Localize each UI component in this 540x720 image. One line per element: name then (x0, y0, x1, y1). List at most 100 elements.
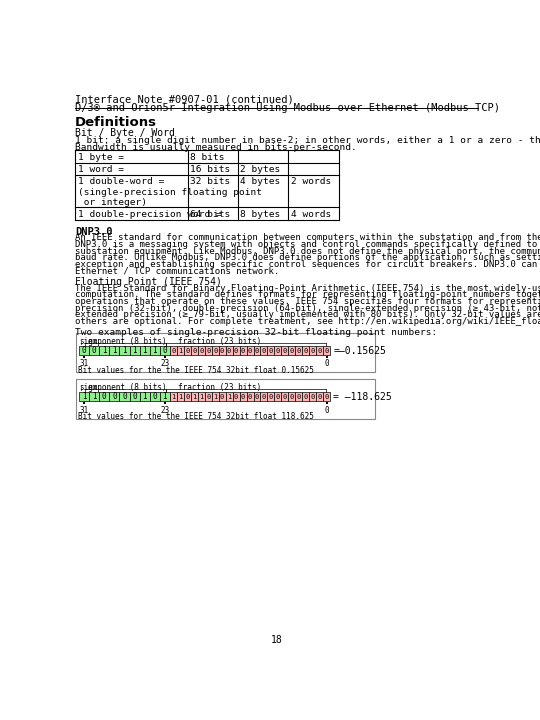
Text: exponent (8 bits): exponent (8 bits) (89, 337, 167, 346)
Text: computation. The standard defines formats for representing floating-point number: computation. The standard defines format… (75, 290, 540, 300)
Text: 0: 0 (310, 394, 315, 400)
Text: 0: 0 (296, 394, 301, 400)
Bar (274, 392, 281, 401)
Text: precision (32-bit), double-precision (64-bit), single-extended precision (≥ 43-b: precision (32-bit), double-precision (64… (75, 304, 540, 312)
Text: 0: 0 (171, 348, 176, 354)
Text: 1: 1 (143, 392, 147, 401)
Bar (119, 392, 130, 401)
Text: 1: 1 (92, 392, 97, 401)
Text: 0: 0 (325, 348, 329, 354)
Bar (205, 346, 212, 355)
Bar (316, 392, 323, 401)
Text: = –118.625: = –118.625 (333, 392, 392, 402)
Bar (288, 346, 295, 355)
Text: 64 bits: 64 bits (190, 210, 230, 219)
Text: 1 double-precision word =: 1 double-precision word = (78, 210, 221, 219)
Text: 0: 0 (303, 348, 308, 354)
Text: 0: 0 (227, 348, 231, 354)
Text: 0: 0 (241, 348, 245, 354)
Text: 1: 1 (122, 346, 127, 355)
Bar (160, 392, 170, 401)
Text: 0: 0 (325, 405, 329, 415)
Bar (76, 333, 375, 372)
Bar (79, 392, 89, 401)
Bar (233, 346, 240, 355)
Text: 0: 0 (220, 348, 224, 354)
Text: 1: 1 (82, 392, 86, 401)
Text: 0: 0 (325, 394, 329, 400)
Text: 0: 0 (206, 348, 210, 354)
Bar (150, 392, 160, 401)
Text: DNP3.0 is a messaging system with objects and control commands specifically defi: DNP3.0 is a messaging system with object… (75, 240, 540, 249)
Text: 4 bytes: 4 bytes (240, 177, 281, 186)
Text: 23: 23 (160, 405, 170, 415)
Text: DNP3.0: DNP3.0 (75, 227, 113, 237)
Bar (240, 346, 247, 355)
Bar (253, 392, 260, 401)
Bar (177, 392, 184, 401)
Text: 0: 0 (92, 346, 97, 355)
Text: 1: 1 (163, 392, 167, 401)
Text: 0: 0 (234, 394, 238, 400)
Text: The IEEE Standard for Binary Floating-Point Arithmetic (IEEE 754) is the most wi: The IEEE Standard for Binary Floating-Po… (75, 284, 540, 293)
Bar (191, 392, 198, 401)
Text: Bandwidth is usually measured in bits-per-second.: Bandwidth is usually measured in bits-pe… (75, 143, 357, 152)
Bar (191, 346, 198, 355)
Text: 0: 0 (132, 392, 137, 401)
Bar (130, 392, 139, 401)
Text: Floating Point (IEEE 754): Floating Point (IEEE 754) (75, 277, 222, 287)
Text: substation equipment. Like Modbus, DNP3.0 does not define the physical port, the: substation equipment. Like Modbus, DNP3.… (75, 246, 540, 256)
Text: 0: 0 (269, 394, 273, 400)
Text: 0: 0 (185, 394, 190, 400)
Text: 0: 0 (152, 392, 157, 401)
Text: 0: 0 (310, 348, 315, 354)
Bar (79, 346, 89, 355)
Text: 1: 1 (171, 394, 176, 400)
Text: 0: 0 (269, 348, 273, 354)
Bar (281, 392, 288, 401)
Text: D/3® and Orion5r Integration Using Modbus over Ethernet (Modbus TCP): D/3® and Orion5r Integration Using Modbu… (75, 102, 500, 112)
Bar (260, 392, 267, 401)
Text: =–0.15625: =–0.15625 (333, 346, 386, 356)
Text: 1 byte =: 1 byte = (78, 153, 124, 161)
Bar (267, 392, 274, 401)
Bar (233, 392, 240, 401)
Text: 1: 1 (143, 346, 147, 355)
Text: 0: 0 (255, 394, 259, 400)
Bar (212, 346, 219, 355)
Text: 1: 1 (102, 346, 106, 355)
Text: 1: 1 (199, 394, 204, 400)
Bar (177, 346, 184, 355)
Bar (139, 346, 150, 355)
Bar (295, 392, 302, 401)
Bar (326, 356, 328, 358)
Text: 16 bits: 16 bits (190, 165, 230, 174)
Text: 1: 1 (152, 346, 157, 355)
Bar (164, 402, 166, 404)
Bar (288, 392, 295, 401)
Text: 1: 1 (192, 394, 197, 400)
Text: 1: 1 (213, 394, 217, 400)
Text: 23: 23 (160, 359, 170, 369)
Text: 1: 1 (132, 346, 137, 355)
Bar (170, 392, 177, 401)
Bar (150, 346, 160, 355)
Text: 0: 0 (213, 348, 217, 354)
Text: 0: 0 (276, 348, 280, 354)
Bar (109, 392, 119, 401)
Text: others are optional. For complete treatment, see http://en.wikipedia.org/wiki/IE: others are optional. For complete treatm… (75, 317, 540, 325)
Text: 0: 0 (241, 394, 245, 400)
Text: operations that operate on these values. IEEE 754 specifies four formats for rep: operations that operate on these values.… (75, 297, 540, 306)
Text: An IEEE standard for communication between computers within the substation and f: An IEEE standard for communication betwe… (75, 233, 540, 243)
Bar (170, 346, 177, 355)
Text: 32 bits: 32 bits (190, 177, 230, 186)
Text: 0: 0 (318, 394, 322, 400)
Text: 0: 0 (290, 394, 294, 400)
Text: 1 double-word =
(single-precision floating point
 or integer): 1 double-word = (single-precision floati… (78, 177, 261, 207)
Bar (219, 346, 226, 355)
Bar (130, 346, 139, 355)
Bar (139, 392, 150, 401)
Bar (219, 392, 226, 401)
Text: exponent (8 bits): exponent (8 bits) (89, 383, 167, 392)
Bar (302, 392, 309, 401)
